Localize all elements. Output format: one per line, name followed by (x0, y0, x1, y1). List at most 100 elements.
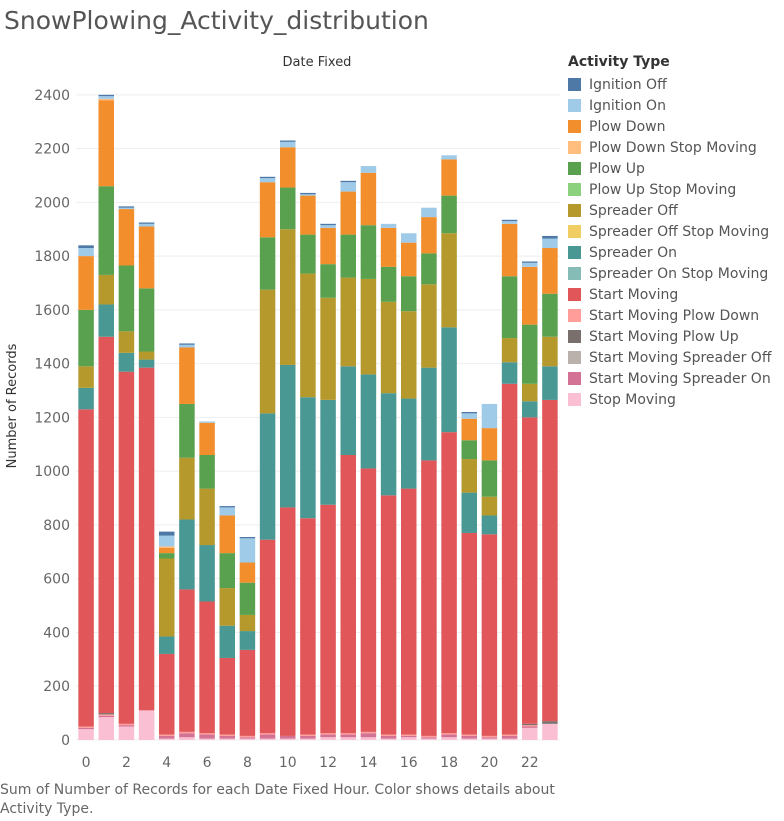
bar-segment-plow-down (522, 266, 538, 325)
bar-segment-start-moving (320, 504, 336, 734)
bar-segment-start-moving (138, 367, 155, 711)
legend-item[interactable]: Start Moving Plow Up (568, 326, 784, 347)
bar-segment-spreader-off (401, 311, 417, 399)
legend-item[interactable]: Spreader Off (568, 200, 784, 221)
x-tick-label: 8 (243, 755, 252, 771)
bar-segment-plow-down (320, 227, 336, 265)
y-tick-label: 200 (43, 679, 70, 695)
bar-segment-stop-moving (501, 738, 518, 740)
bar-segment-start-moving-plow-down (461, 734, 477, 736)
bar-segment-start-moving-spreader-on (239, 737, 256, 739)
bar-segment-plow-down (380, 227, 397, 267)
bar-segment-start-moving (118, 371, 135, 724)
bar-segment-stop-moving (78, 729, 94, 740)
bar-segment-plow-up (98, 186, 114, 275)
x-tick-label: 4 (162, 755, 171, 771)
bar-segment-start-moving (300, 518, 316, 735)
bar-segment-start-moving-plow-down (421, 735, 437, 738)
legend-item[interactable]: Start Moving Spreader On (568, 368, 784, 389)
bar-segment-start-moving-plow-down (360, 731, 377, 734)
bar-segment-spreader-off (118, 331, 135, 353)
bar-segment-start-moving-plow-down (300, 734, 316, 736)
bar-segment-stop-moving (542, 723, 558, 740)
bar-segment-spreader-on (401, 398, 417, 489)
bar-segment-spreader-off (179, 457, 195, 520)
legend-item[interactable]: Spreader On Stop Moving (568, 263, 784, 284)
bar-segment-stop-moving (522, 727, 538, 740)
legend-item[interactable]: Plow Up Stop Moving (568, 179, 784, 200)
bar-segment-start-moving-spreader-on (320, 734, 336, 738)
legend-item[interactable]: Start Moving (568, 284, 784, 305)
bar-segment-ignition-off (219, 506, 235, 508)
bar-segment-ignition-on (461, 413, 477, 419)
legend-item[interactable]: Plow Up (568, 158, 784, 179)
legend-item[interactable]: Spreader Off Stop Moving (568, 221, 784, 242)
bar-segment-spreader-off (239, 614, 256, 632)
bar-segment-start-moving-spreader-on (380, 735, 397, 739)
bar-segment-spreader-off (501, 338, 518, 363)
bar-segment-start-moving (179, 589, 195, 732)
legend-label: Plow Up (589, 160, 645, 177)
bar-segment-start-moving-plow-down (78, 726, 94, 728)
legend-item[interactable]: Plow Down Stop Moving (568, 137, 784, 158)
x-tick-label: 20 (481, 755, 499, 771)
bar-segment-plow-up (441, 195, 457, 234)
bar-segment-start-moving (461, 532, 477, 735)
bar-segment-ignition-off (461, 412, 477, 414)
bar-segment-plow-up (159, 553, 175, 559)
bar-segment-plow-up (401, 276, 417, 312)
bar-segment-spreader-on (179, 519, 195, 590)
bar-segment-plow-up (259, 237, 276, 290)
legend-swatch (568, 162, 581, 175)
bar-segment-stop-moving (138, 710, 155, 740)
bar-segment-spreader-off (98, 274, 114, 305)
bar-segment-spreader-off (481, 496, 498, 516)
bar-segment-spreader-on (199, 545, 215, 602)
legend-item[interactable]: Ignition On (568, 95, 784, 116)
bar-segment-spreader-on (522, 401, 538, 418)
legend-label: Stop Moving (589, 391, 676, 408)
bar-segment-spreader-on (300, 397, 316, 519)
legend-swatch (568, 141, 581, 154)
bar-segment-start-moving-spreader-on (78, 727, 94, 730)
bar-segment-plow-up (199, 455, 215, 489)
legend-item[interactable]: Ignition Off (568, 74, 784, 95)
bar-segment-ignition-off (522, 261, 538, 263)
bar-segment-start-moving (199, 601, 215, 734)
legend-item[interactable]: Start Moving Plow Down (568, 305, 784, 326)
bar-segment-plow-up (78, 309, 94, 367)
bar-segment-start-moving-spreader-on (179, 733, 195, 738)
bar-segment-start-moving-spreader-on (441, 734, 457, 738)
bar-segment-start-moving-plow-down (179, 731, 195, 734)
legend-label: Ignition Off (589, 76, 667, 93)
bar-segment-ignition-off (320, 223, 336, 226)
bar-segment-start-moving-spreader-on (159, 735, 175, 739)
legend-item[interactable]: Spreader On (568, 242, 784, 263)
y-tick-label: 600 (43, 572, 70, 588)
legend-label: Start Moving Spreader Off (589, 349, 772, 366)
bar-segment-start-moving (280, 507, 296, 736)
legend-label: Plow Down Stop Moving (589, 139, 757, 156)
bar-segment-start-moving-spreader-on (481, 737, 498, 739)
bar-segment-start-moving (239, 649, 256, 736)
bar-segment-plow-up (280, 187, 296, 230)
y-tick-label: 1000 (34, 464, 70, 480)
y-tick-label: 400 (43, 625, 70, 641)
bar-segment-ignition-on (421, 207, 437, 218)
bar-segment-ignition-off (78, 245, 94, 249)
chart-caption: Sum of Number of Records for each Date F… (0, 782, 555, 817)
legend-item[interactable]: Stop Moving (568, 389, 784, 410)
bar-segment-plow-down (501, 223, 518, 277)
bar-segment-plow-down-stop-moving (159, 546, 175, 548)
legend-swatch (568, 372, 581, 385)
bar-segment-spreader-on (98, 304, 114, 337)
bar-segment-plow-down (300, 195, 316, 235)
legend-item[interactable]: Start Moving Spreader Off (568, 347, 784, 368)
bar-segment-spreader-on (501, 362, 518, 384)
bar-segment-stop-moving (280, 738, 296, 740)
bar-segment-spreader-on (138, 359, 155, 368)
legend-label: Start Moving (589, 286, 679, 303)
y-tick-label: 800 (43, 518, 70, 534)
legend-item[interactable]: Plow Down (568, 116, 784, 137)
bar-segment-start-moving-spreader-on (501, 735, 518, 739)
